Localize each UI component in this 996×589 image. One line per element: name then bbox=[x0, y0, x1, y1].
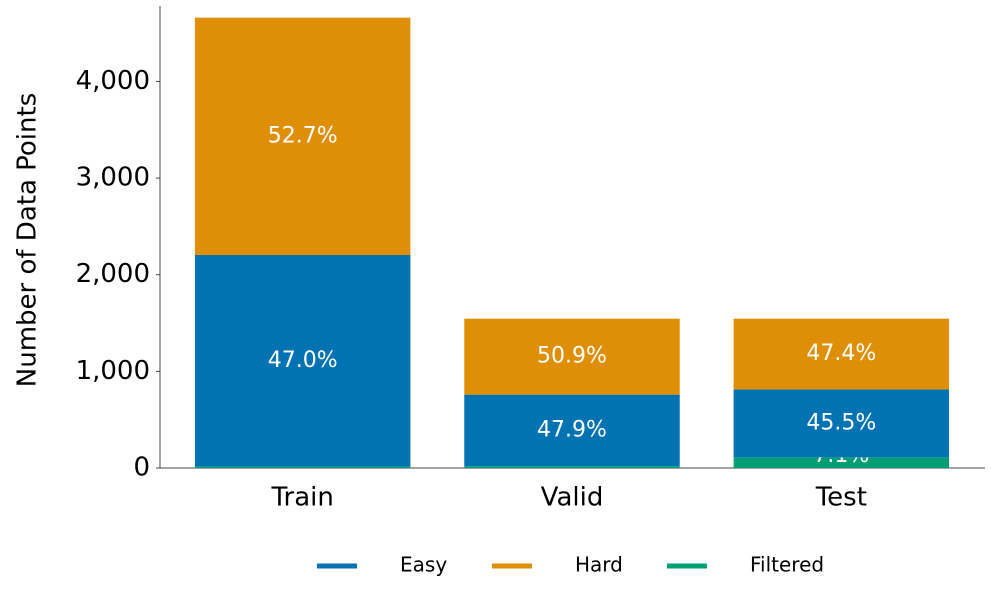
x-tick-label: Valid bbox=[541, 483, 604, 513]
legend-label: Easy bbox=[400, 553, 447, 577]
value-label: 47.0% bbox=[268, 348, 338, 373]
legend-label: Filtered bbox=[750, 553, 824, 577]
value-label: 50.9% bbox=[537, 344, 607, 369]
x-tick-label: Train bbox=[270, 483, 333, 513]
bar-segment bbox=[733, 389, 950, 458]
y-tick-label: 0 bbox=[133, 453, 150, 483]
value-label: 47.4% bbox=[806, 341, 876, 366]
value-label: 52.7% bbox=[268, 123, 338, 148]
legend-label: Hard bbox=[575, 553, 623, 577]
bar-segment bbox=[464, 466, 680, 468]
x-tick-label: Test bbox=[815, 483, 867, 513]
y-tick-label: 2,000 bbox=[76, 259, 150, 289]
y-tick-label: 1,000 bbox=[76, 356, 150, 386]
y-tick-label: 3,000 bbox=[76, 163, 150, 193]
bar-segment bbox=[194, 466, 411, 468]
bar-segment bbox=[733, 318, 950, 390]
bar-segment bbox=[194, 17, 411, 256]
bar-segment bbox=[464, 318, 680, 395]
value-label: 47.9% bbox=[537, 417, 607, 442]
y-axis-title: Number of Data Points bbox=[13, 93, 43, 387]
bar-segment bbox=[733, 457, 950, 468]
bar-segment bbox=[194, 255, 411, 467]
y-tick-label: 4,000 bbox=[76, 66, 150, 96]
bar-segment bbox=[464, 394, 680, 467]
value-label: 45.5% bbox=[806, 410, 876, 435]
